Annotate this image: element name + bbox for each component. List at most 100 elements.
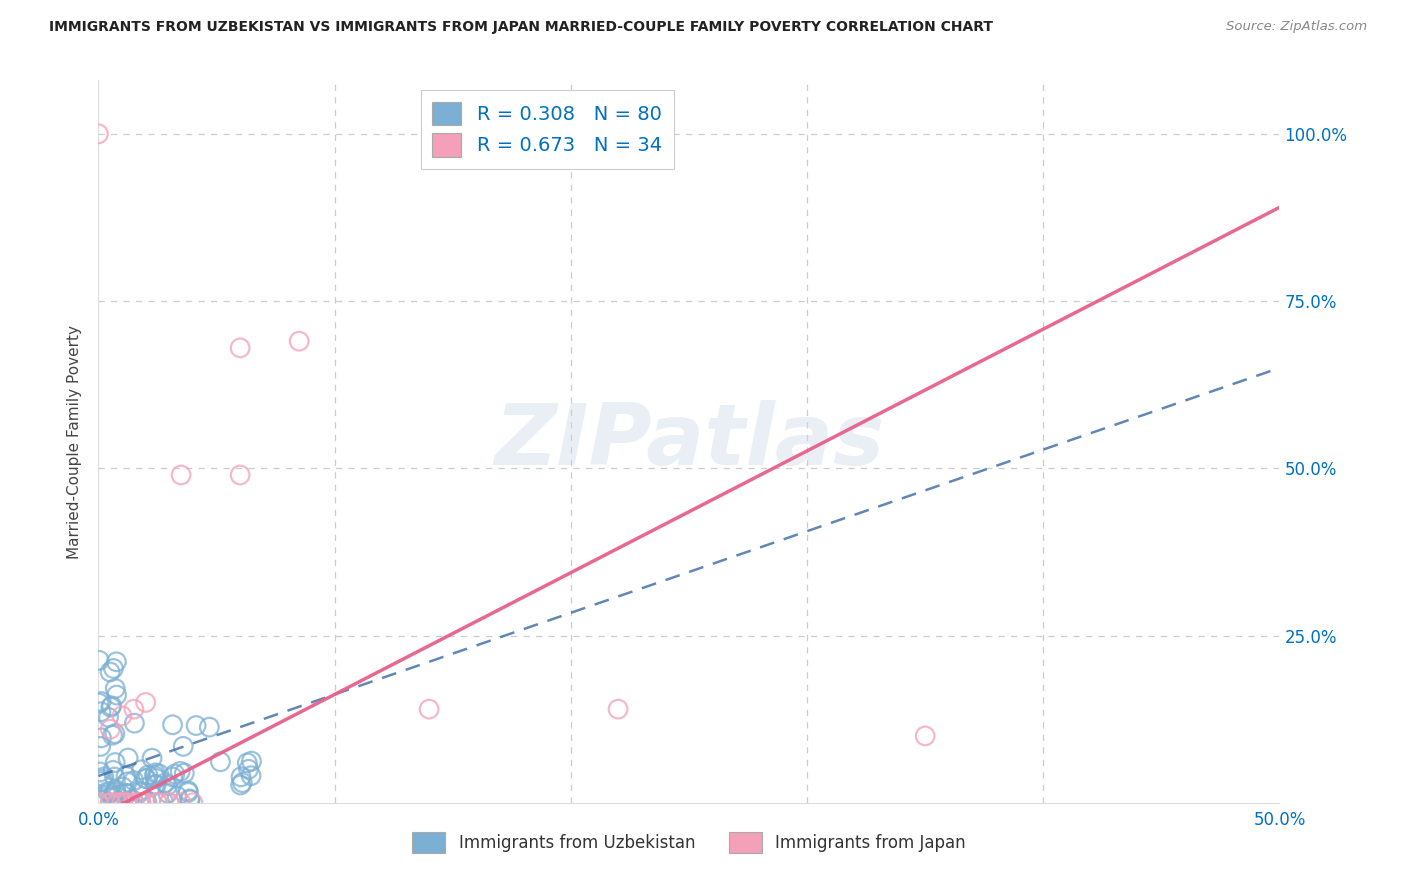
Point	[135, 796, 157, 810]
Point	[136, 796, 159, 810]
Point	[157, 796, 180, 810]
Point	[100, 700, 122, 714]
Point	[97, 710, 120, 724]
Point	[90, 731, 112, 745]
Point	[914, 729, 936, 743]
Point	[87, 796, 110, 810]
Point	[157, 796, 180, 810]
Text: ZIPatlas: ZIPatlas	[494, 400, 884, 483]
Point	[98, 796, 121, 810]
Point	[101, 728, 124, 742]
Point	[122, 702, 145, 716]
Point	[179, 793, 201, 807]
Point	[111, 708, 134, 723]
Point	[177, 785, 200, 799]
Point	[111, 780, 134, 794]
Point	[87, 127, 110, 141]
Point	[135, 696, 157, 710]
Point	[418, 702, 440, 716]
Point	[93, 793, 115, 807]
Point	[143, 777, 166, 791]
Text: IMMIGRANTS FROM UZBEKISTAN VS IMMIGRANTS FROM JAPAN MARRIED-COUPLE FAMILY POVERT: IMMIGRANTS FROM UZBEKISTAN VS IMMIGRANTS…	[49, 20, 993, 34]
Point	[146, 796, 169, 810]
Point	[170, 467, 193, 482]
Point	[173, 766, 195, 780]
Point	[131, 763, 153, 777]
Point	[156, 786, 179, 800]
Point	[87, 696, 110, 710]
Point	[117, 751, 139, 765]
Point	[90, 694, 112, 708]
Point	[129, 796, 152, 810]
Point	[115, 787, 138, 801]
Point	[607, 702, 630, 716]
Point	[145, 778, 167, 792]
Point	[100, 698, 122, 713]
Point	[172, 739, 194, 754]
Point	[122, 793, 145, 807]
Point	[229, 770, 252, 784]
Point	[124, 716, 146, 731]
Point	[122, 796, 145, 810]
Point	[135, 772, 157, 786]
Point	[104, 785, 127, 799]
Point	[231, 775, 253, 789]
Point	[141, 751, 163, 765]
Point	[89, 653, 111, 667]
Point	[240, 754, 263, 768]
Text: Source: ZipAtlas.com: Source: ZipAtlas.com	[1226, 20, 1367, 33]
Point	[90, 705, 112, 719]
Point	[122, 796, 145, 810]
Point	[156, 778, 179, 792]
Point	[115, 769, 138, 783]
Point	[98, 796, 121, 810]
Y-axis label: Married-Couple Family Poverty: Married-Couple Family Poverty	[67, 325, 83, 558]
Point	[143, 765, 166, 780]
Point	[170, 796, 193, 810]
Point	[236, 756, 259, 770]
Point	[148, 766, 170, 780]
Point	[101, 764, 124, 778]
Point	[115, 796, 138, 810]
Point	[115, 786, 138, 800]
Point	[111, 796, 134, 810]
Point	[238, 762, 260, 776]
Point	[155, 776, 177, 790]
Point	[143, 768, 166, 782]
Point	[93, 770, 115, 784]
Point	[100, 791, 122, 805]
Point	[184, 718, 207, 732]
Point	[111, 796, 134, 810]
Point	[101, 789, 124, 804]
Point	[90, 774, 112, 789]
Point	[229, 341, 252, 355]
Point	[229, 467, 252, 482]
Point	[98, 665, 121, 679]
Point	[104, 756, 127, 770]
Legend: Immigrants from Uzbekistan, Immigrants from Japan: Immigrants from Uzbekistan, Immigrants f…	[405, 826, 973, 860]
Point	[105, 655, 128, 669]
Point	[105, 796, 128, 810]
Point	[97, 785, 120, 799]
Point	[135, 796, 157, 810]
Point	[145, 772, 167, 786]
Point	[90, 739, 112, 754]
Point	[91, 772, 114, 786]
Point	[129, 785, 152, 799]
Point	[229, 778, 252, 792]
Point	[129, 796, 152, 810]
Point	[87, 796, 110, 810]
Point	[169, 764, 191, 779]
Point	[179, 792, 201, 806]
Point	[107, 794, 129, 808]
Point	[103, 770, 125, 784]
Point	[103, 661, 125, 675]
Point	[105, 789, 128, 804]
Point	[163, 767, 186, 781]
Point	[104, 782, 127, 797]
Point	[89, 764, 111, 779]
Point	[104, 727, 127, 741]
Point	[166, 789, 188, 804]
Point	[104, 681, 127, 696]
Point	[198, 720, 221, 734]
